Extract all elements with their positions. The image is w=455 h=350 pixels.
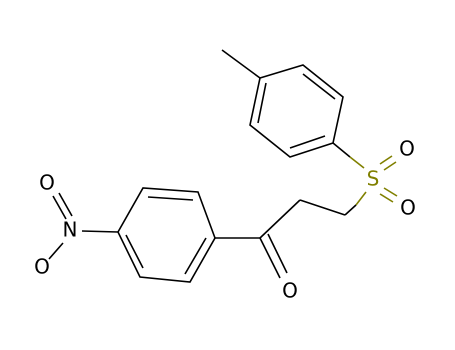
atom-label: O bbox=[399, 137, 415, 161]
bonds bbox=[48, 49, 398, 283]
atom-label: O bbox=[282, 279, 298, 303]
atom-label: N bbox=[63, 218, 78, 242]
atom-label: O bbox=[34, 255, 50, 279]
atom-label: S bbox=[367, 167, 380, 191]
atom-label: O bbox=[400, 196, 416, 220]
atom-label: O bbox=[39, 171, 55, 195]
